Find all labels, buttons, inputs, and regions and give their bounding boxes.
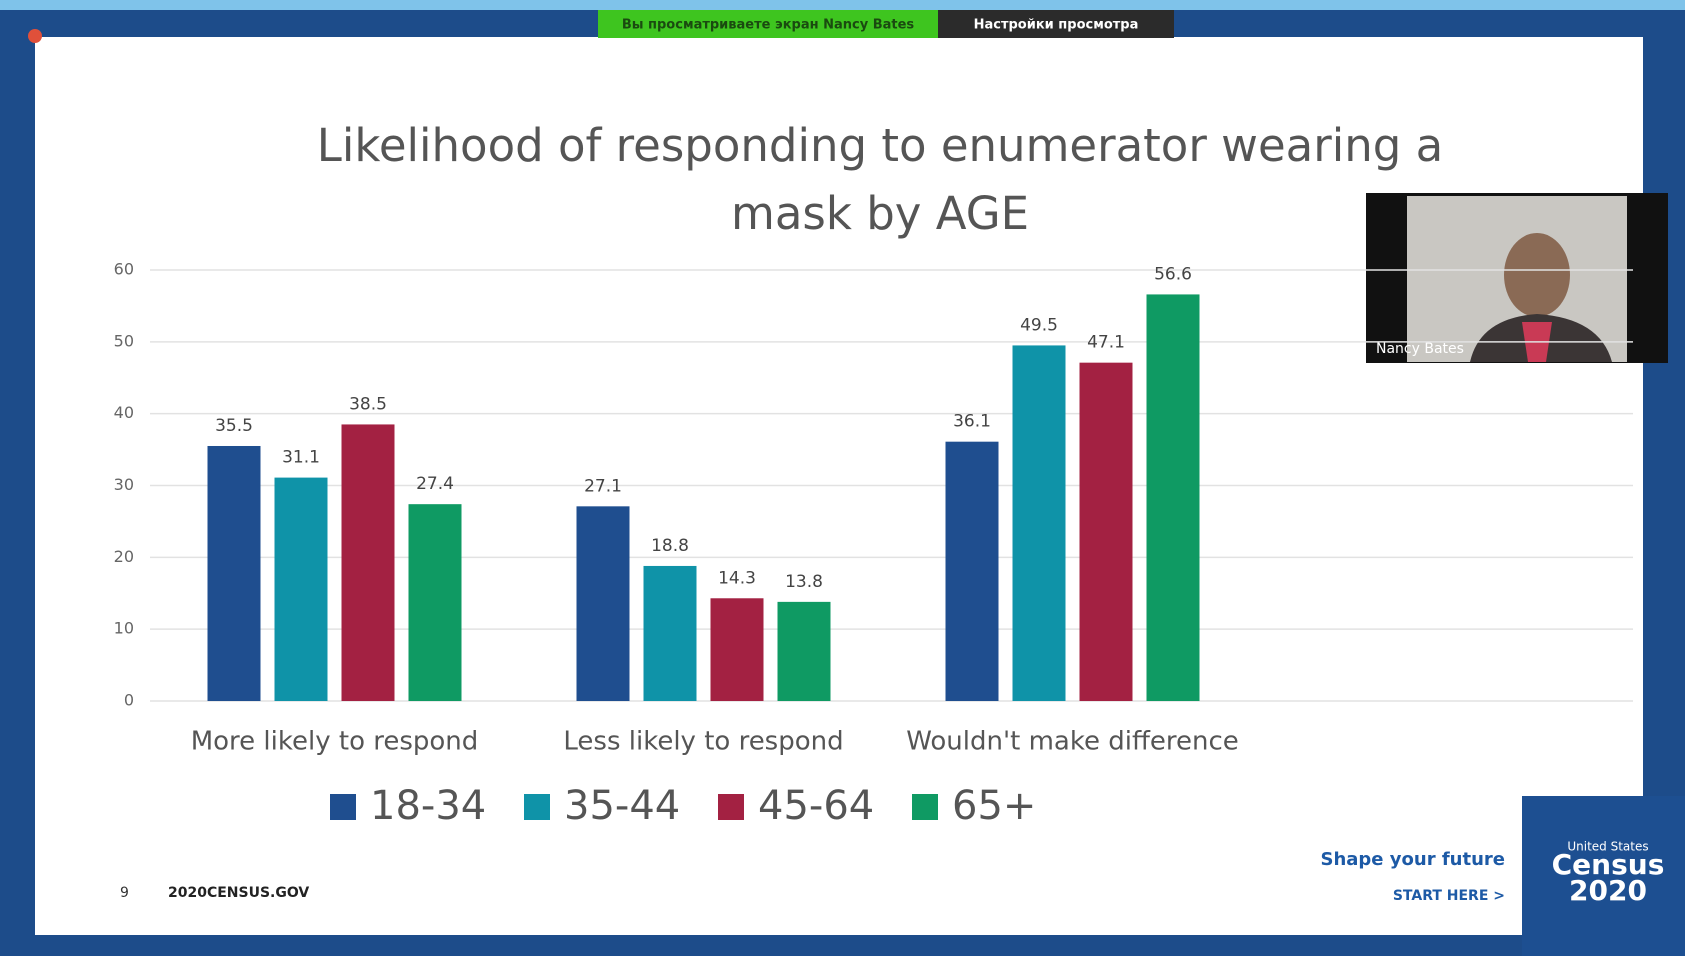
legend-label: 18-34 [370,783,486,829]
slide-number: 9 [120,885,129,901]
y-tick-label: 10 [114,619,134,638]
y-tick-label: 30 [114,475,134,494]
value-label: 14.3 [718,568,756,588]
y-tick-label: 20 [114,547,134,566]
x-tick-label: Less likely to respond [563,727,843,757]
chart-title: Likelihood of responding to enumerator w… [290,112,1470,248]
viewing-banner: Вы просматриваете экран Nancy Bates [622,18,915,33]
logo-year: 2020 [1569,874,1647,907]
value-label: 27.4 [416,474,454,494]
value-label: 27.1 [584,476,622,496]
legend-label: 65+ [952,783,1036,829]
legend-swatch [524,794,550,820]
bar [1147,294,1200,701]
cta[interactable]: START HERE > [1393,888,1505,904]
legend-swatch [330,794,356,820]
bar [208,446,261,701]
tagline: Shape your future [1321,849,1506,870]
y-tick-label: 60 [114,260,134,279]
video-head [1504,233,1570,317]
value-label: 49.5 [1020,315,1058,335]
top-strip [0,0,1685,10]
view-settings[interactable]: Настройки просмотра [974,18,1139,33]
bar [1013,345,1066,701]
value-label: 35.5 [215,416,253,436]
value-label: 31.1 [282,448,320,468]
value-label: 38.5 [349,394,387,414]
bar [577,506,630,701]
y-tick-label: 50 [114,331,134,350]
legend-swatch [718,794,744,820]
x-tick-label: Wouldn't make difference [906,727,1239,757]
bar [946,442,999,701]
value-label: 13.8 [785,572,823,592]
bar [1080,363,1133,701]
y-tick-label: 0 [124,691,134,710]
y-tick-label: 40 [114,403,134,422]
bar [342,424,395,701]
record-icon [28,29,42,43]
bar [275,478,328,701]
value-label: 36.1 [953,412,991,432]
value-label: 18.8 [651,536,689,556]
value-label: 56.6 [1154,264,1192,284]
bar [711,598,764,701]
legend-label: 35-44 [564,783,680,829]
website: 2020CENSUS.GOV [168,885,309,901]
value-label: 47.1 [1087,333,1125,353]
x-tick-label: More likely to respond [191,727,479,757]
page: Вы просматриваете экран Nancy Bates Наст… [0,0,1685,956]
bar [644,566,697,701]
legend-swatch [912,794,938,820]
legend-label: 45-64 [758,783,874,829]
video-name: Nancy Bates [1376,341,1464,357]
bar [778,602,831,701]
bar [409,504,462,701]
